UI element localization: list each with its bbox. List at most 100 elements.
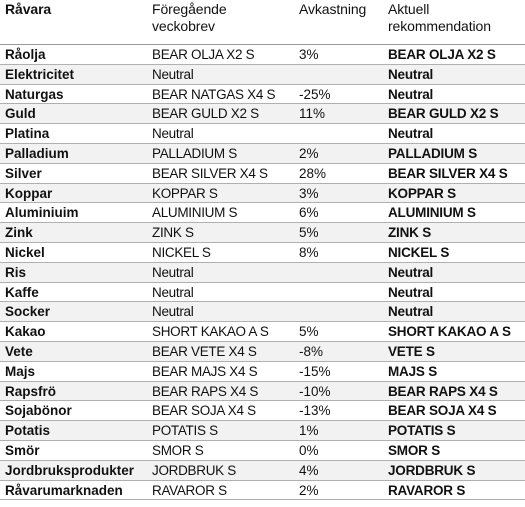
cell-foregaende-veckobrev: BEAR VETE X4 S <box>152 343 257 359</box>
cell-aktuell-rekommendation: Neutral <box>388 264 434 280</box>
cell-foregaende-veckobrev: Neutral <box>152 264 194 280</box>
cell-foregaende-veckobrev: RAVAROR S <box>152 482 227 498</box>
cell-foregaende-veckobrev: JORDBRUK S <box>152 462 237 478</box>
cell-avkastning: 28% <box>299 165 327 181</box>
table-row: Aluminiuim ALUMINIUM S 6% ALUMINIUM S <box>0 203 525 224</box>
table-row: Elektricitet Neutral Neutral <box>0 64 525 85</box>
cell-aktuell-rekommendation: SMOR S <box>388 442 441 458</box>
cell-avkastning: -25% <box>299 86 331 102</box>
cell-aktuell-rekommendation: PALLADIUM S <box>388 145 478 161</box>
cell-avkastning: -10% <box>299 383 331 399</box>
cell-aktuell-rekommendation: Neutral <box>388 86 434 102</box>
cell-aktuell-rekommendation: BEAR OLJA X2 S <box>388 47 496 62</box>
cell-foregaende-veckobrev: POTATIS S <box>152 423 218 439</box>
cell-foregaende-veckobrev: Neutral <box>152 66 194 82</box>
cell-ravara: Rapsfrö <box>5 383 57 399</box>
table-row: Nickel NICKEL S 8% NICKEL S <box>0 242 525 263</box>
cell-ravara: Aluminiuim <box>5 205 79 221</box>
cell-ravara: Råolja <box>5 47 46 62</box>
cell-aktuell-rekommendation: KOPPAR S <box>388 185 456 201</box>
cell-avkastning: 1% <box>299 423 319 439</box>
cell-foregaende-veckobrev: Neutral <box>152 126 194 142</box>
cell-aktuell-rekommendation: BEAR GULD X2 S <box>388 106 499 122</box>
cell-avkastning: 8% <box>299 244 319 260</box>
cell-avkastning: -15% <box>299 363 331 379</box>
cell-ravara: Råvarumarknaden <box>5 482 123 498</box>
cell-aktuell-rekommendation: BEAR SILVER X4 S <box>388 165 508 181</box>
cell-aktuell-rekommendation: Neutral <box>388 126 434 142</box>
cell-foregaende-veckobrev: SMOR S <box>152 442 204 458</box>
table-row: Kaffe Neutral Neutral <box>0 282 525 303</box>
cell-avkastning: 4% <box>299 462 319 478</box>
table-row: Majs BEAR MAJS X4 S -15% MAJS S <box>0 361 525 382</box>
cell-ravara: Elektricitet <box>5 66 75 82</box>
table-row: Rapsfrö BEAR RAPS X4 S -10% BEAR RAPS X4 S <box>0 381 525 402</box>
cell-foregaende-veckobrev: BEAR MAJS X4 S <box>152 363 258 379</box>
cell-avkastning: 2% <box>299 482 319 498</box>
cell-ravara: Ris <box>5 264 27 280</box>
cell-ravara: Zink <box>5 225 33 241</box>
cell-aktuell-rekommendation: POTATIS S <box>388 423 456 439</box>
cell-aktuell-rekommendation: MAJS S <box>388 363 438 379</box>
cell-avkastning: 3% <box>299 47 319 62</box>
cell-avkastning: -13% <box>299 403 331 419</box>
cell-avkastning: 5% <box>299 324 319 340</box>
cell-foregaende-veckobrev: SHORT KAKAO A S <box>152 324 269 340</box>
cell-aktuell-rekommendation: Neutral <box>388 66 434 82</box>
cell-aktuell-rekommendation: Neutral <box>388 284 434 300</box>
header-ravara: Råvara <box>5 1 52 17</box>
table-row: Råolja BEAR OLJA X2 S 3% BEAR OLJA X2 S <box>0 45 525 65</box>
header-avkastning: Avkastning <box>299 1 367 17</box>
cell-aktuell-rekommendation: SHORT KAKAO A S <box>388 324 511 340</box>
cell-foregaende-veckobrev: Neutral <box>152 304 194 320</box>
cell-foregaende-veckobrev: BEAR NATGAS X4 S <box>152 86 276 102</box>
cell-ravara: Potatis <box>5 423 51 439</box>
cell-avkastning: 11% <box>299 106 326 122</box>
cell-foregaende-veckobrev: NICKEL S <box>152 244 211 260</box>
table-row: Vete BEAR VETE X4 S -8% VETE S <box>0 341 525 362</box>
cell-ravara: Smör <box>5 442 40 458</box>
cell-foregaende-veckobrev: BEAR SILVER X4 S <box>152 165 268 181</box>
cell-foregaende-veckobrev: KOPPAR S <box>152 185 218 201</box>
cell-ravara: Nickel <box>5 244 45 260</box>
header-aktuell-rekommendation: Aktuell rekommendation <box>388 1 491 34</box>
table-body: Råolja BEAR OLJA X2 S 3% BEAR OLJA X2 S Elek… <box>0 45 525 501</box>
cell-ravara: Naturgas <box>5 86 64 102</box>
cell-aktuell-rekommendation: ALUMINIUM S <box>388 205 476 221</box>
table-row: Råvarumarknaden RAVAROR S 2% RAVAROR S <box>0 480 525 501</box>
cell-aktuell-rekommendation: ZINK S <box>388 225 432 241</box>
cell-avkastning: 6% <box>299 205 319 221</box>
cell-avkastning: 0% <box>299 442 319 458</box>
cell-ravara: Jordbruksprodukter <box>5 462 135 478</box>
cell-ravara: Vete <box>5 343 33 359</box>
cell-avkastning: -8% <box>299 343 324 359</box>
table-row: Smör SMOR S 0% SMOR S <box>0 440 525 461</box>
table-header: Råvara Föregående veckobrev Avkastning A… <box>0 0 525 45</box>
cell-foregaende-veckobrev: Neutral <box>152 284 194 300</box>
cell-foregaende-veckobrev: BEAR GULD X2 S <box>152 106 259 122</box>
cell-ravara: Silver <box>5 165 42 181</box>
cell-ravara: Koppar <box>5 185 53 201</box>
cell-ravara: Palladium <box>5 145 69 161</box>
cell-foregaende-veckobrev: BEAR SOJA X4 S <box>152 403 256 419</box>
cell-foregaende-veckobrev: BEAR RAPS X4 S <box>152 383 259 399</box>
table-row: Ris Neutral Neutral <box>0 262 525 283</box>
cell-ravara: Guld <box>5 106 36 122</box>
table-row: Koppar KOPPAR S 3% KOPPAR S <box>0 183 525 204</box>
cell-ravara: Socker <box>5 304 51 320</box>
cell-aktuell-rekommendation: NICKEL S <box>388 244 450 260</box>
cell-ravara: Sojabönor <box>5 403 72 419</box>
cell-aktuell-rekommendation: RAVAROR S <box>388 482 466 498</box>
cell-aktuell-rekommendation: JORDBRUK S <box>388 462 476 478</box>
table-row: Jordbruksprodukter JORDBRUK S 4% JORDBRUK S <box>0 460 525 481</box>
cell-ravara: Platina <box>5 126 50 142</box>
table-row: Naturgas BEAR NATGAS X4 S -25% Neutral <box>0 84 525 105</box>
cell-avkastning: 3% <box>299 185 319 201</box>
table-row: Potatis POTATIS S 1% POTATIS S <box>0 421 525 441</box>
header-foregaende-veckobrev: Föregående veckobrev <box>152 1 227 34</box>
cell-avkastning: 2% <box>299 145 319 161</box>
cell-ravara: Kaffe <box>5 284 39 300</box>
table-row: Guld BEAR GULD X2 S 11% BEAR GULD X2 S <box>0 104 525 125</box>
cell-avkastning: 5% <box>299 225 319 241</box>
